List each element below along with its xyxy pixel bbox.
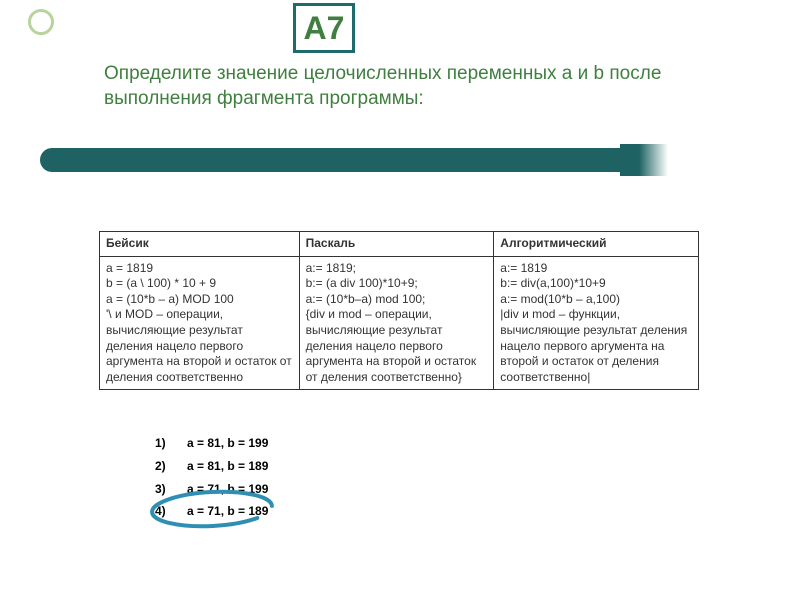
th-algo: Алгоритмический — [494, 232, 699, 257]
td-basic: a = 1819 b = (a \ 100) * 10 + 9 a = (10*… — [100, 256, 300, 390]
divider-bar — [40, 148, 620, 172]
correct-answer-circle — [147, 494, 277, 534]
slide: A7 Определите значение целочисленных пер… — [0, 0, 800, 600]
badge-label: A7 — [304, 10, 345, 47]
th-basic: Бейсик — [100, 232, 300, 257]
answer-number: 2) — [155, 455, 187, 478]
code-table: Бейсик Паскаль Алгоритмический a = 1819 … — [99, 231, 699, 390]
th-pascal: Паскаль — [299, 232, 494, 257]
answer-text: a = 81, b = 189 — [187, 455, 268, 478]
answer-option: 2) a = 81, b = 189 — [155, 455, 268, 478]
header-bullet-circle — [28, 9, 54, 35]
mark-ellipse — [151, 489, 273, 529]
question-text: Определите значение целочисленных переме… — [104, 62, 724, 111]
td-algo: a:= 1819 b:= div(a,100)*10+9 a:= mod(10*… — [494, 256, 699, 390]
answer-option: 1) a = 81, b = 199 — [155, 432, 268, 455]
table-header-row: Бейсик Паскаль Алгоритмический — [100, 232, 699, 257]
td-pascal: a:= 1819; b:= (a div 100)*10+9; a:= (10*… — [299, 256, 494, 390]
answer-text: a = 81, b = 199 — [187, 432, 268, 455]
table-row: a = 1819 b = (a \ 100) * 10 + 9 a = (10*… — [100, 256, 699, 390]
question-badge: A7 — [293, 3, 355, 53]
answer-number: 1) — [155, 432, 187, 455]
